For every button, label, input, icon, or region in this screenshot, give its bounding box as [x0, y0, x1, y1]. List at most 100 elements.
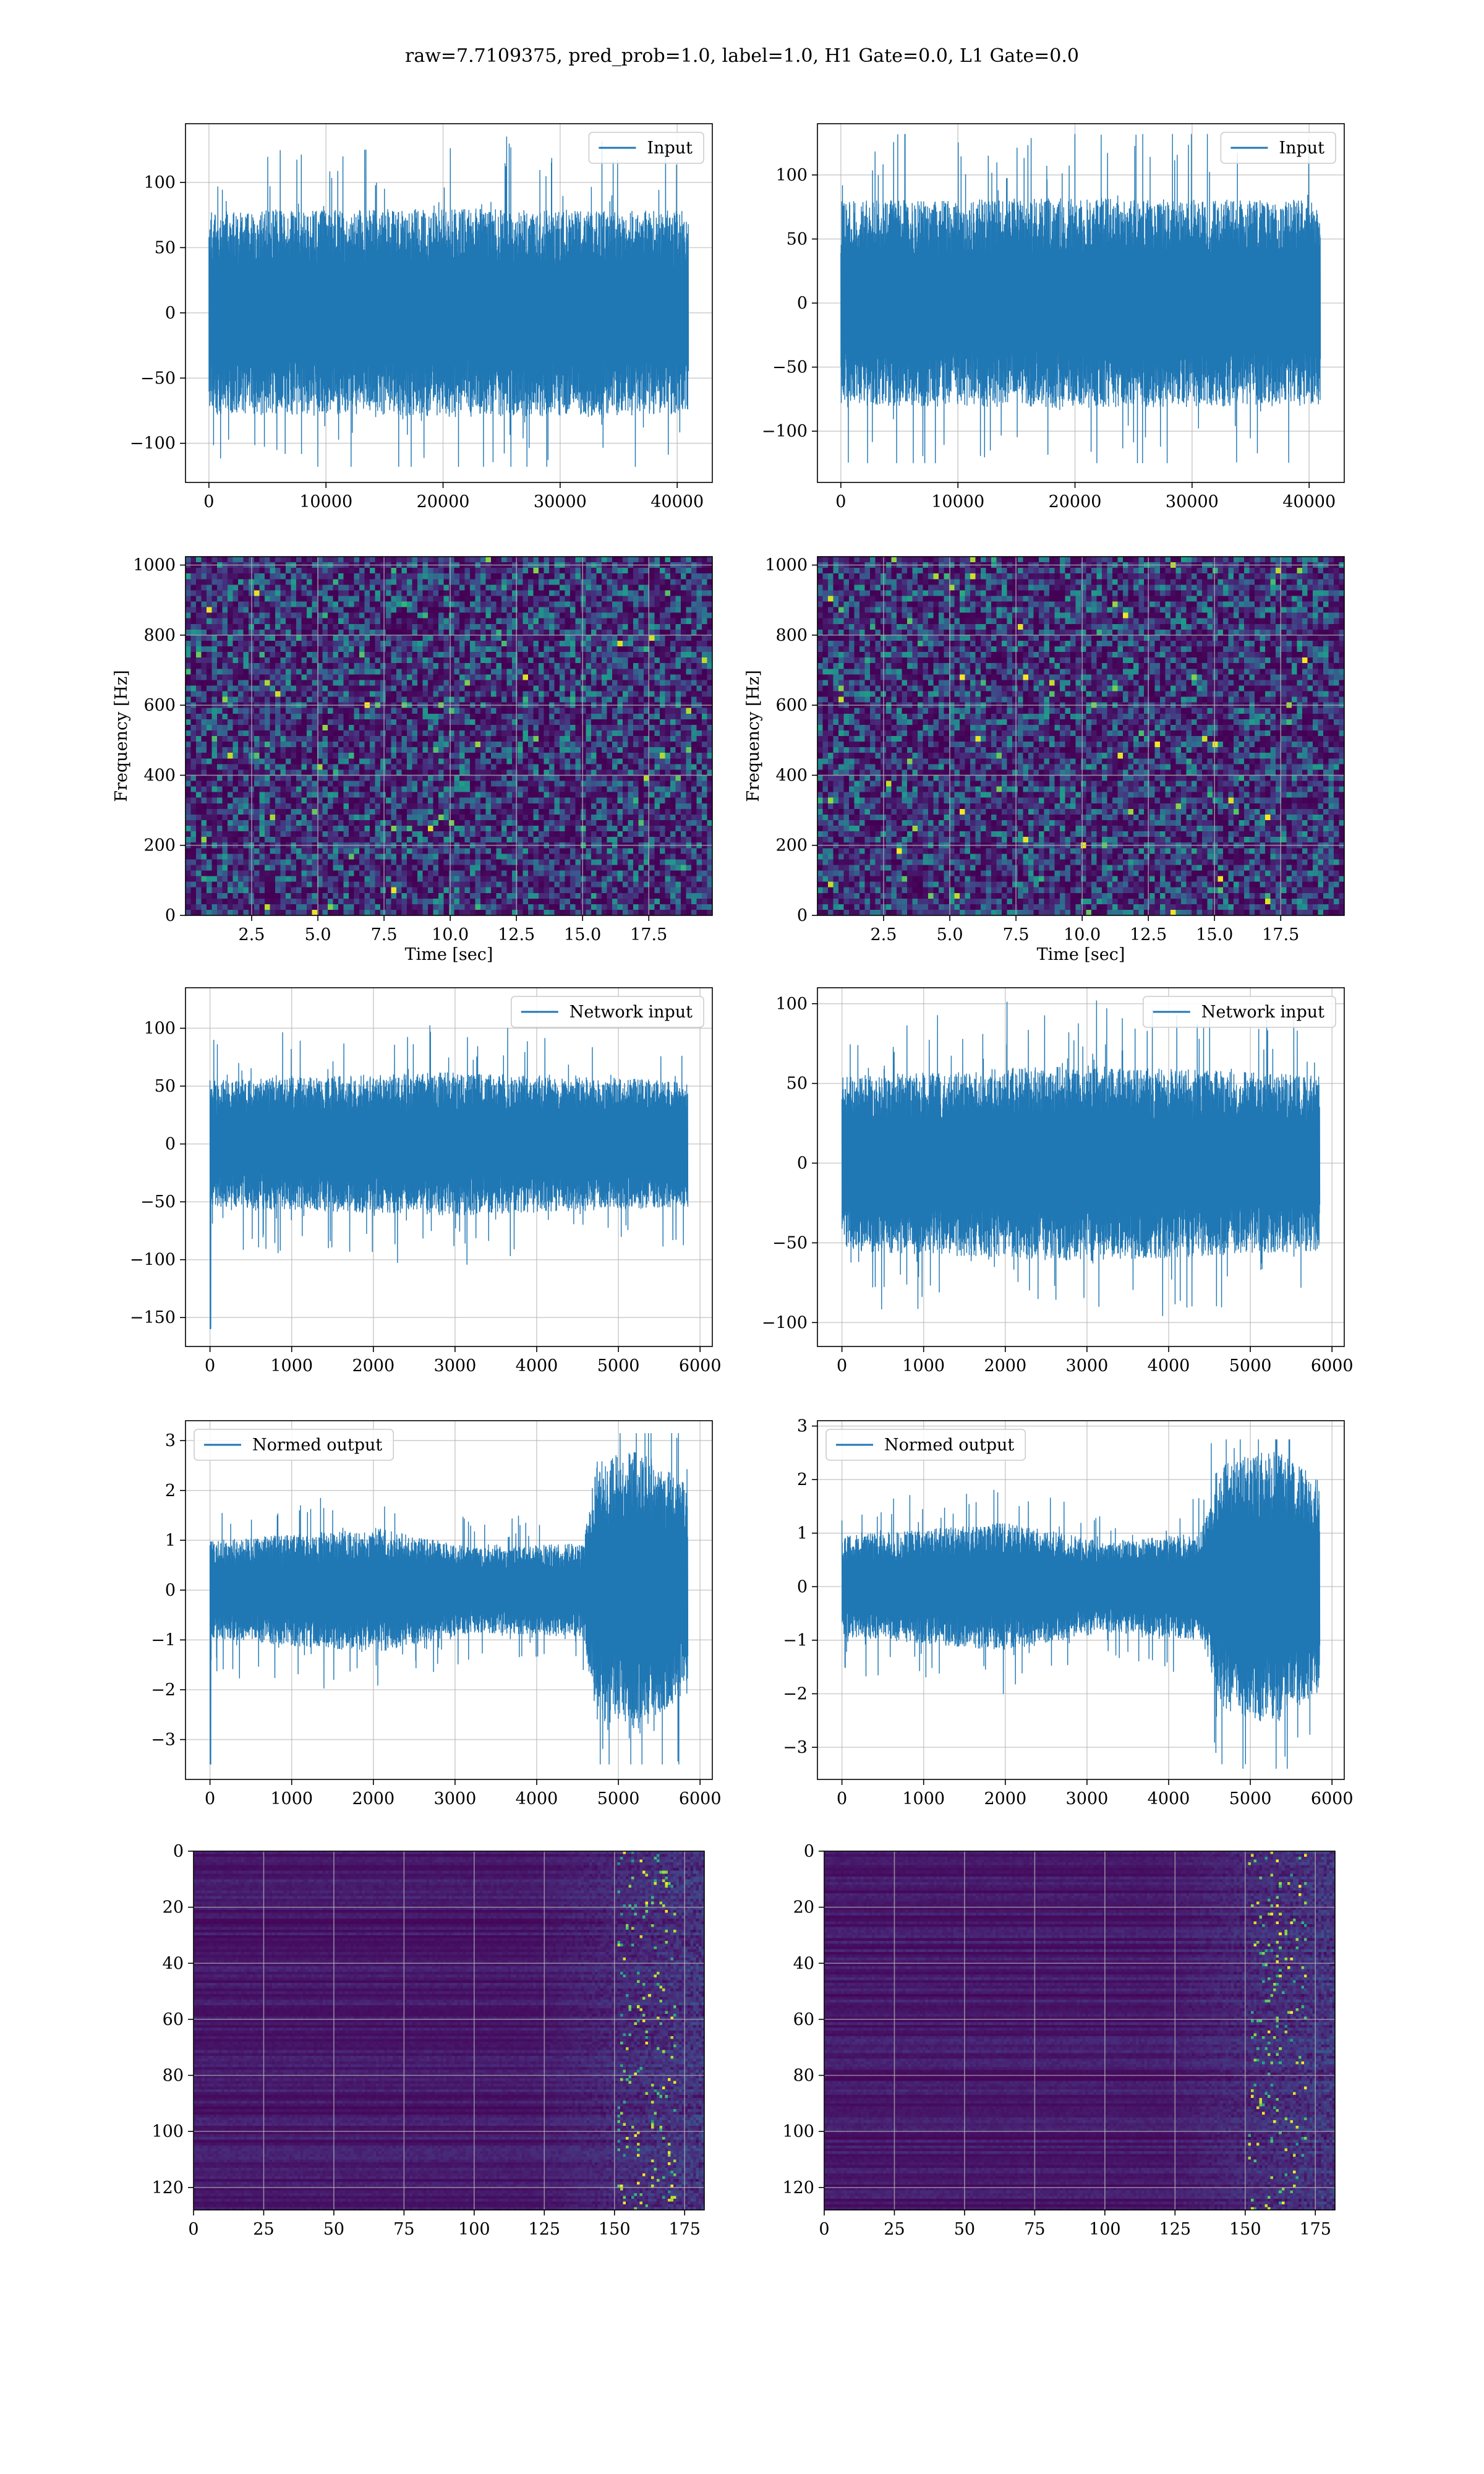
- chart-r4c2: 0 1000 2000 3000 4000 5000 6000 −3 −2 −1 0 1 2 3 Norme…: [783, 1417, 1353, 1808]
- y-tick-label: 1000: [133, 556, 176, 575]
- y-tick-label: 0: [797, 294, 808, 313]
- x-tick-label: 10.0: [432, 925, 469, 944]
- x-tick-label: 0: [835, 492, 846, 511]
- heatmap-image: [186, 557, 712, 915]
- y-tick-label: 200: [775, 836, 808, 855]
- x-tick-label: 40000: [650, 492, 704, 511]
- y-tick-label: −50: [140, 1192, 176, 1212]
- y-tick-label: 120: [151, 2178, 184, 2198]
- y-tick-label: −3: [151, 1731, 176, 1750]
- y-tick-label: −2: [783, 1684, 808, 1703]
- y-tick-label: 50: [155, 238, 176, 257]
- chart-r3c1: 0 1000 2000 3000 4000 5000 6000 −150 −100 −50 0 50 1…: [130, 987, 722, 1376]
- x-tick-label: 17.5: [630, 925, 667, 944]
- y-tick-label: −150: [130, 1308, 176, 1327]
- x-tick-label: 175: [1299, 2220, 1331, 2239]
- y-tick-label: −50: [772, 1233, 808, 1252]
- y-tick-label: 600: [775, 696, 808, 715]
- x-tick-label: 10000: [299, 492, 352, 511]
- y-tick-label: 50: [787, 229, 808, 249]
- x-tick-label: 17.5: [1262, 925, 1299, 944]
- x-tick-label: 4000: [516, 1789, 558, 1808]
- x-tick-label: 20000: [1049, 492, 1102, 511]
- axes-frame: [817, 1420, 1345, 1780]
- heatmap-image: [824, 1851, 1335, 2210]
- x-tick-label: 30000: [534, 492, 587, 511]
- y-tick-label: 0: [173, 1842, 184, 1861]
- x-tick-label: 2000: [352, 1356, 394, 1376]
- y-tick-label: 60: [793, 2010, 814, 2029]
- x-tick-label: 100: [1089, 2220, 1121, 2239]
- axes-frame: [193, 1851, 705, 2211]
- y-tick-label: 0: [165, 1581, 176, 1600]
- x-tick-label: 5000: [1229, 1356, 1272, 1376]
- grid: [817, 988, 1344, 1346]
- y-tick-label: −100: [130, 434, 176, 453]
- y-tick-label: 40: [793, 1954, 814, 1973]
- x-tick-label: 12.5: [1130, 925, 1167, 944]
- legend-box: [588, 132, 704, 164]
- series-line: [841, 1000, 1321, 1316]
- heatmap-image: [194, 1851, 704, 2210]
- charts: 0 10000 20000 30000 40000−100−50050100Input0…: [112, 123, 1354, 2239]
- y-tick-label: −100: [762, 422, 808, 441]
- x-tick-label: 4000: [1148, 1789, 1190, 1808]
- y-tick-label: 100: [151, 2122, 184, 2141]
- x-tick-label: 0: [203, 492, 214, 511]
- y-tick-label: 60: [163, 2010, 184, 2029]
- chart-r4c1: 0 1000 2000 3000 4000 5000 6000 −3 −2 −1 0 1 2 3 Norme…: [151, 1420, 722, 1808]
- x-tick-label: 12.5: [498, 925, 535, 944]
- y-tick-label: −50: [140, 369, 176, 388]
- x-tick-label: 3000: [1066, 1356, 1109, 1376]
- y-tick-label: 20: [163, 1898, 184, 1917]
- y-tick-label: 0: [797, 1577, 808, 1596]
- axes-frame: [817, 987, 1345, 1347]
- y-tick-label: 800: [143, 626, 176, 645]
- x-tick-label: 1000: [902, 1356, 945, 1376]
- x-tick-label: 100: [458, 2220, 490, 2239]
- y-tick-label: 40: [163, 1954, 184, 1973]
- chart-r1c1: 0 10000 20000 30000 40000 −100 −50 0 50 100 Input: [130, 123, 713, 511]
- legend-label: Normed output: [252, 1436, 382, 1455]
- x-tick-label: 0: [188, 2220, 198, 2239]
- y-tick-label: 100: [143, 173, 176, 192]
- legend-label: Network input: [569, 1003, 693, 1022]
- y-tick-label: 80: [163, 2066, 184, 2086]
- y-tick-label: 0: [165, 304, 176, 323]
- x-tick-label: 20000: [417, 492, 470, 511]
- x-tick-label: 3000: [434, 1356, 477, 1376]
- x-tick-label: 15.0: [564, 925, 601, 944]
- x-tick-label: 6000: [679, 1356, 722, 1376]
- legend: Network input: [1142, 996, 1336, 1028]
- heatmap-image: [817, 557, 1344, 915]
- figure-title: raw=7.7109375, pred_prob=1.0, label=1.0,…: [405, 45, 1079, 67]
- y-tick-label: 1000: [765, 556, 808, 575]
- x-tick-label: 75: [1024, 2220, 1045, 2239]
- y-tick-label: 3: [165, 1431, 176, 1450]
- chart-r5c1: 0 25 50 75 100 125 150 175 0 20 40 60 80 100 120: [151, 1842, 705, 2239]
- x-tick-label: 6000: [1311, 1356, 1354, 1376]
- y-axis-label: Frequency [Hz]: [744, 670, 763, 802]
- y-tick-label: 2: [797, 1470, 808, 1489]
- y-tick-label: 800: [775, 626, 808, 645]
- x-tick-label: 2000: [984, 1356, 1026, 1376]
- x-tick-label: 125: [529, 2220, 561, 2239]
- x-tick-label: 5000: [597, 1789, 640, 1808]
- x-tick-label: 4000: [1148, 1356, 1190, 1376]
- axes-frame: [185, 556, 713, 916]
- x-tick-label: 25: [884, 2220, 905, 2239]
- x-tick-label: 75: [393, 2220, 414, 2239]
- legend: Input: [1220, 132, 1336, 164]
- x-tick-label: 30000: [1166, 492, 1219, 511]
- chart-r1c2: 0 10000 20000 30000 40000 −100 −50 0 50 100 Input: [762, 123, 1345, 511]
- y-tick-label: 0: [804, 1842, 814, 1861]
- x-tick-label: 4000: [516, 1356, 558, 1376]
- chart-r3c2: 0 1000 2000 3000 4000 5000 6000 −100 −50 0 50 100 Ne…: [762, 987, 1354, 1376]
- y-tick-label: 1: [797, 1524, 808, 1543]
- axes-frame: [185, 987, 713, 1347]
- y-tick-label: 50: [787, 1074, 808, 1094]
- y-tick-label: 400: [775, 766, 808, 785]
- x-tick-label: 6000: [1311, 1789, 1354, 1808]
- axes-frame: [817, 556, 1345, 916]
